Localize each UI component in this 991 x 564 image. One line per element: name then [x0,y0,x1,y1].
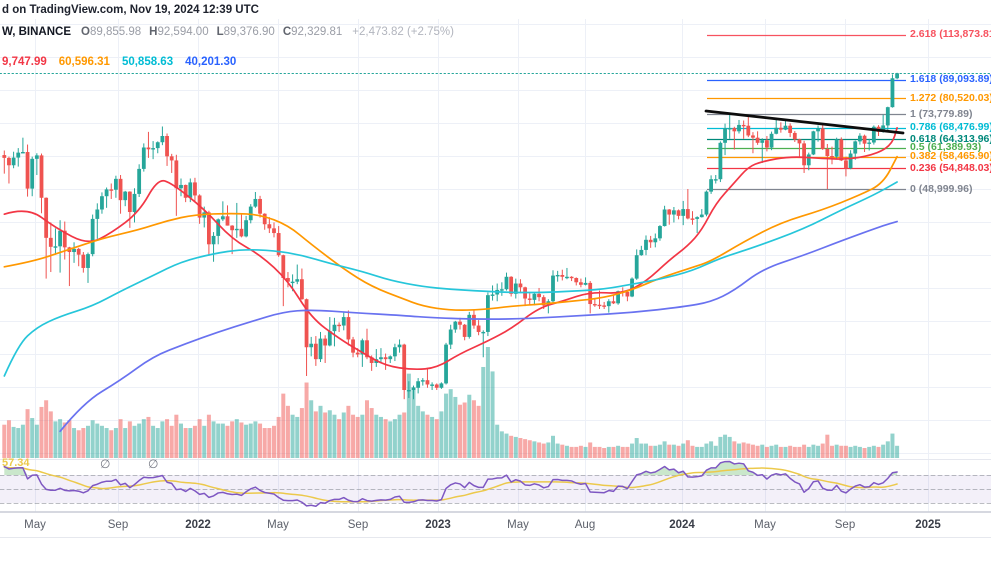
symbol-name: W, BINANCE [2,26,71,38]
fib-level-label: 0 (48,999.96) [910,182,973,195]
time-axis-label[interactable]: Sep [834,519,856,531]
symbol-legend: W, BINANCE O89,855.98 H92,594.00 L89,376.90… [2,26,454,38]
time-axis-label[interactable]: 2022 [185,519,211,531]
ma-legend-value: 40,201.30 [185,56,237,68]
time-axis-label[interactable]: Sep [347,519,369,531]
change-value: +2,473.82 (+2.75%) [352,26,454,38]
time-axis-label[interactable]: 2023 [425,519,451,531]
time-axis-label[interactable]: May [24,519,46,531]
ma-legend-value: 60,596.31 [58,56,110,68]
time-axis-label[interactable]: 2025 [915,519,941,531]
time-axis-label[interactable]: May [507,519,529,531]
ohlc-item: H92,594.00 [149,26,209,38]
fib-level-label: 0.5 (61,389.93) [910,141,982,154]
ohlc-item: C92,329.81 [282,26,343,38]
fib-level-label: 0.236 (54,848.03) [910,161,991,174]
ma-legend-value: 9,747.99 [2,56,47,68]
hidden-value-icon: ∅ [100,457,111,471]
rsi-ma-value: 57.34 [2,457,30,469]
fib-level-label: 0.786 (68,476.99) [910,121,991,134]
fib-level-label: 0.618 (64,313.96) [910,132,991,145]
fib-level-label: 1.272 (80,520.03) [910,91,991,104]
fib-level-label: 1 (73,779.89) [910,107,973,120]
attribution-text: d on TradingView.com, Nov 19, 2024 12:39… [2,4,259,16]
time-axis-label[interactable]: May [267,519,289,531]
fib-level-label: 2.618 (113,873.81) [910,28,991,41]
ohlc-item: L89,376.90 [216,26,275,38]
hidden-value-icon: ∅ [148,457,159,471]
ma-values-legend: 9,747.99 60,596.31 50,858.63 40,201.30 [2,56,248,68]
ohlc-values: O89,855.98 H92,594.00 L89,376.90 C92,329.81 [81,26,350,38]
ohlc-item: O89,855.98 [81,26,142,38]
rsi-legend: 57.34 ∅ ∅ [2,457,158,471]
time-axis-label[interactable]: May [754,519,776,531]
time-axis-label[interactable]: Sep [107,519,129,531]
fib-level-label: 1.618 (89,093.89) [910,73,991,86]
time-axis-label[interactable]: Aug [574,519,596,531]
time-axis-label[interactable]: 2024 [669,519,695,531]
fib-level-label: 0.382 (58,465.90) [910,150,991,163]
ma-legend-value: 50,858.63 [121,56,174,68]
